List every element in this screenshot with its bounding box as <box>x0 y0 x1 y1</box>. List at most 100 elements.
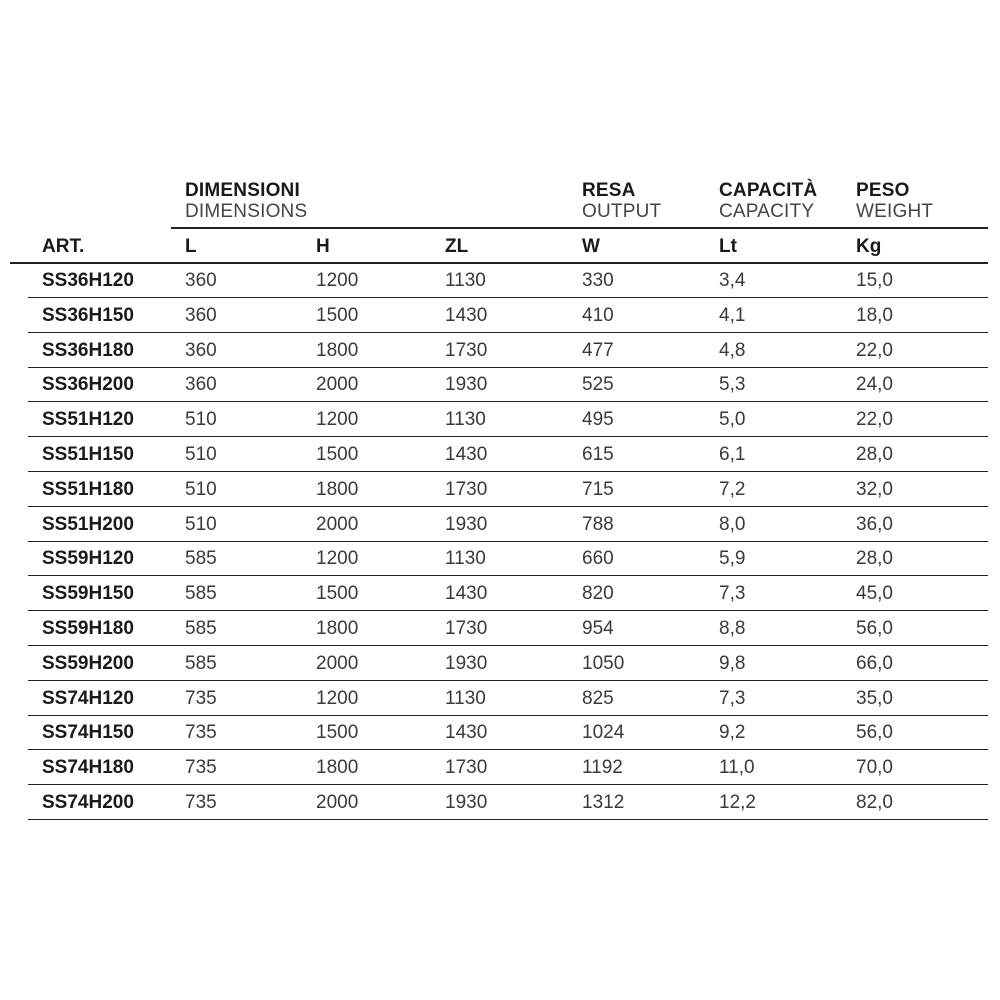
cell-h: 1500 <box>316 583 359 605</box>
header-output-it: RESA <box>582 180 636 201</box>
cell-zl: 1430 <box>445 444 488 465</box>
cell-h: 2000 <box>316 652 359 674</box>
cell-w: 954 <box>582 618 614 639</box>
cell-h: 1500 <box>316 722 359 744</box>
table-row: SS59H120 585 1200 1130 660 5,9 28,0 <box>28 541 988 577</box>
cell-kg: 35,0 <box>856 687 893 709</box>
table-row: SS36H120 360 1200 1130 330 3,4 15,0 <box>28 263 988 298</box>
column-l: L <box>185 236 197 257</box>
cell-l: 510 <box>185 409 217 431</box>
column-h: H <box>316 236 330 257</box>
table-row: SS51H150 510 1500 1430 615 6,1 28,0 <box>28 437 988 472</box>
column-kg: Kg <box>856 236 882 257</box>
column-lt: Lt <box>719 236 737 257</box>
cell-w: 660 <box>582 548 614 570</box>
cell-lt: 8,8 <box>719 618 746 639</box>
cell-zl: 1730 <box>445 618 488 639</box>
cell-l: 510 <box>185 478 217 500</box>
cell-zl: 1130 <box>445 409 486 431</box>
cell-kg: 24,0 <box>856 374 893 396</box>
cell-l: 360 <box>185 374 217 396</box>
table-row: SS51H120 510 1200 1130 495 5,0 22,0 <box>28 402 988 438</box>
cell-h: 1800 <box>316 757 359 779</box>
cell-lt: 7,3 <box>719 687 746 709</box>
cell-h: 1500 <box>316 444 359 465</box>
cell-l: 585 <box>185 652 217 674</box>
cell-l: 360 <box>185 339 217 361</box>
cell-kg: 15,0 <box>856 270 893 291</box>
cell-art: SS74H150 <box>42 722 134 744</box>
cell-lt: 12,2 <box>719 792 756 813</box>
cell-w: 825 <box>582 687 614 709</box>
table-row: SS74H200 735 2000 1930 1312 12,2 82,0 <box>28 785 988 820</box>
cell-kg: 45,0 <box>856 583 893 605</box>
table-row: SS36H180 360 1800 1730 477 4,8 22,0 <box>28 333 988 368</box>
cell-zl: 1730 <box>445 478 488 500</box>
cell-art: SS74H180 <box>42 757 134 779</box>
cell-lt: 9,8 <box>719 652 746 674</box>
cell-l: 585 <box>185 548 217 570</box>
cell-lt: 7,2 <box>719 478 746 500</box>
cell-kg: 22,0 <box>856 339 893 361</box>
cell-art: SS36H200 <box>42 374 134 396</box>
cell-zl: 1730 <box>445 339 488 361</box>
cell-lt: 7,3 <box>719 583 746 605</box>
cell-art: SS51H120 <box>42 409 134 431</box>
cell-art: SS36H150 <box>42 304 134 326</box>
table-row: SS59H180 585 1800 1730 954 8,8 56,0 <box>28 611 988 646</box>
cell-zl: 1930 <box>445 652 488 674</box>
cell-zl: 1130 <box>445 548 486 570</box>
cell-zl: 1430 <box>445 583 488 605</box>
cell-kg: 66,0 <box>856 652 893 674</box>
cell-w: 1050 <box>582 652 625 674</box>
header-weight-it: PESO <box>856 180 910 201</box>
cell-art: SS59H200 <box>42 652 134 674</box>
cell-h: 2000 <box>316 792 359 813</box>
table-row: SS36H150 360 1500 1430 410 4,1 18,0 <box>28 298 988 333</box>
cell-zl: 1130 <box>445 270 486 291</box>
cell-h: 1200 <box>316 687 359 709</box>
cell-lt: 5,9 <box>719 548 746 570</box>
cell-art: SS51H200 <box>42 513 134 535</box>
header-dimensions-it: DIMENSIONI <box>185 180 300 201</box>
cell-kg: 18,0 <box>856 304 893 326</box>
cell-w: 820 <box>582 583 614 605</box>
cell-kg: 70,0 <box>856 757 893 779</box>
cell-art: SS74H120 <box>42 687 134 709</box>
cell-w: 410 <box>582 304 614 326</box>
cell-l: 360 <box>185 304 217 326</box>
header-divider <box>171 227 988 229</box>
cell-l: 360 <box>185 270 217 291</box>
cell-l: 735 <box>185 687 217 709</box>
cell-w: 525 <box>582 374 614 396</box>
cell-h: 1200 <box>316 409 359 431</box>
table-row: SS51H200 510 2000 1930 788 8,0 36,0 <box>28 507 988 542</box>
cell-zl: 1930 <box>445 513 488 535</box>
cell-l: 735 <box>185 722 217 744</box>
cell-art: SS51H150 <box>42 444 134 465</box>
cell-lt: 6,1 <box>719 444 746 465</box>
header-weight-en: WEIGHT <box>856 201 934 222</box>
cell-zl: 1430 <box>445 722 488 744</box>
table-row: SS74H180 735 1800 1730 1192 11,0 70,0 <box>28 750 988 786</box>
cell-l: 735 <box>185 757 217 779</box>
cell-h: 1200 <box>316 548 359 570</box>
table-row: SS74H150 735 1500 1430 1024 9,2 56,0 <box>28 715 988 751</box>
table-row: SS36H200 360 2000 1930 525 5,3 24,0 <box>28 367 988 403</box>
cell-kg: 28,0 <box>856 548 893 570</box>
cell-lt: 4,1 <box>719 304 746 326</box>
cell-l: 585 <box>185 583 217 605</box>
cell-l: 510 <box>185 444 217 465</box>
cell-kg: 36,0 <box>856 513 893 535</box>
cell-w: 1024 <box>582 722 625 744</box>
cell-h: 2000 <box>316 513 359 535</box>
cell-kg: 22,0 <box>856 409 893 431</box>
cell-art: SS36H120 <box>42 270 134 291</box>
cell-l: 735 <box>185 792 217 813</box>
cell-lt: 8,0 <box>719 513 746 535</box>
header-dimensions-en: DIMENSIONS <box>185 201 308 222</box>
cell-art: SS36H180 <box>42 339 134 361</box>
cell-h: 1200 <box>316 270 359 291</box>
column-zl: ZL <box>445 236 469 257</box>
cell-l: 585 <box>185 618 217 639</box>
